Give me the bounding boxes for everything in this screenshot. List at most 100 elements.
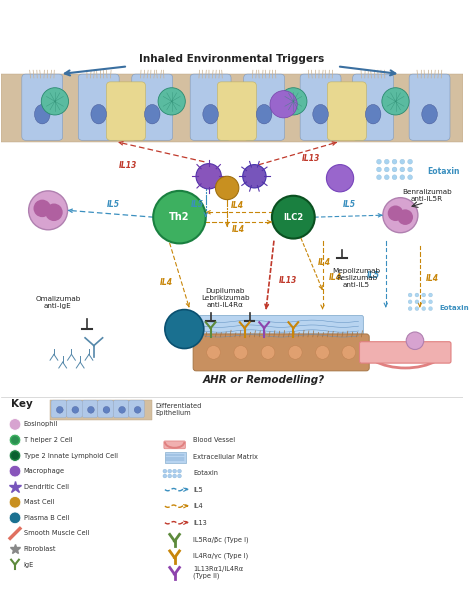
FancyBboxPatch shape (113, 400, 129, 418)
FancyBboxPatch shape (50, 400, 152, 419)
Circle shape (382, 88, 409, 115)
FancyBboxPatch shape (218, 82, 256, 140)
Text: Type 2 Innate Lymphoid Cell: Type 2 Innate Lymphoid Cell (24, 453, 118, 458)
Ellipse shape (145, 104, 160, 124)
Ellipse shape (203, 104, 219, 124)
Circle shape (272, 196, 315, 238)
Text: IL5Rα/βc (Type I): IL5Rα/βc (Type I) (193, 536, 249, 542)
Circle shape (342, 346, 356, 359)
FancyBboxPatch shape (244, 74, 284, 140)
Circle shape (289, 346, 302, 359)
Circle shape (422, 293, 426, 297)
Circle shape (408, 159, 412, 164)
Circle shape (406, 332, 424, 349)
Circle shape (153, 191, 206, 244)
Text: IL13: IL13 (119, 161, 137, 170)
Circle shape (398, 209, 413, 225)
Circle shape (408, 293, 412, 297)
Circle shape (384, 167, 389, 172)
Text: IL4: IL4 (193, 503, 203, 509)
Text: Differentiated
Epithelium: Differentiated Epithelium (155, 404, 201, 417)
Circle shape (415, 293, 419, 297)
Circle shape (408, 307, 412, 310)
FancyBboxPatch shape (129, 400, 145, 418)
Text: IgE: IgE (24, 562, 34, 568)
Circle shape (118, 407, 126, 413)
Circle shape (316, 346, 329, 359)
Circle shape (400, 175, 405, 180)
Text: IL4: IL4 (230, 201, 243, 210)
Circle shape (178, 474, 182, 478)
Text: IL5: IL5 (107, 200, 120, 209)
FancyBboxPatch shape (359, 342, 451, 363)
Circle shape (41, 88, 69, 115)
Circle shape (384, 159, 389, 164)
Circle shape (392, 175, 397, 180)
Text: IL4: IL4 (160, 278, 173, 287)
FancyBboxPatch shape (98, 400, 113, 418)
Circle shape (134, 407, 141, 413)
Text: AHR or Remodelling?: AHR or Remodelling? (203, 375, 325, 385)
FancyBboxPatch shape (328, 82, 366, 140)
Circle shape (408, 167, 412, 172)
Circle shape (234, 346, 247, 359)
Text: IL13: IL13 (302, 154, 320, 163)
Text: Blood Vessel: Blood Vessel (193, 437, 235, 443)
Circle shape (103, 407, 110, 413)
Text: IL5: IL5 (343, 200, 356, 209)
FancyBboxPatch shape (82, 400, 98, 418)
Circle shape (196, 163, 221, 189)
FancyBboxPatch shape (78, 74, 119, 140)
Circle shape (72, 407, 79, 413)
Circle shape (178, 469, 182, 473)
Text: IL4: IL4 (426, 274, 439, 283)
FancyBboxPatch shape (165, 452, 186, 463)
Circle shape (9, 450, 21, 461)
Text: Th2: Th2 (169, 212, 190, 222)
Text: IL4Rα/γc (Type I): IL4Rα/γc (Type I) (193, 553, 248, 559)
Circle shape (45, 204, 63, 221)
Circle shape (243, 165, 266, 188)
FancyBboxPatch shape (409, 74, 450, 140)
FancyBboxPatch shape (190, 74, 231, 140)
FancyBboxPatch shape (132, 74, 173, 140)
FancyBboxPatch shape (66, 400, 82, 418)
Circle shape (56, 407, 63, 413)
Text: Eotaxin: Eotaxin (428, 167, 460, 176)
Circle shape (158, 88, 185, 115)
Circle shape (9, 466, 21, 477)
Circle shape (34, 199, 51, 217)
Circle shape (11, 436, 19, 444)
Circle shape (163, 469, 167, 473)
Text: Mepolizumab
Reslizumab
anti-IL5: Mepolizumab Reslizumab anti-IL5 (333, 268, 381, 289)
Circle shape (9, 418, 21, 430)
Circle shape (384, 175, 389, 180)
Circle shape (428, 293, 432, 297)
Circle shape (270, 91, 297, 118)
Circle shape (392, 159, 397, 164)
Circle shape (376, 167, 382, 172)
Ellipse shape (365, 104, 381, 124)
Text: IL4: IL4 (328, 273, 342, 282)
FancyBboxPatch shape (164, 441, 185, 449)
Circle shape (383, 198, 418, 232)
Text: IL13: IL13 (193, 520, 207, 526)
Circle shape (165, 310, 204, 349)
Circle shape (408, 300, 412, 304)
Circle shape (280, 88, 307, 115)
Text: Dendritic Cell: Dendritic Cell (24, 484, 69, 490)
Circle shape (400, 167, 405, 172)
Circle shape (422, 300, 426, 304)
Ellipse shape (91, 104, 107, 124)
Ellipse shape (422, 104, 438, 124)
Circle shape (422, 307, 426, 310)
Text: T helper 2 Cell: T helper 2 Cell (24, 437, 73, 443)
Text: Key: Key (11, 399, 33, 409)
Text: Eotaxin: Eotaxin (439, 304, 469, 311)
Circle shape (168, 474, 172, 478)
Circle shape (408, 175, 412, 180)
Text: Eosinophil: Eosinophil (24, 421, 58, 427)
FancyBboxPatch shape (51, 400, 66, 418)
Circle shape (163, 474, 167, 478)
Circle shape (376, 159, 382, 164)
